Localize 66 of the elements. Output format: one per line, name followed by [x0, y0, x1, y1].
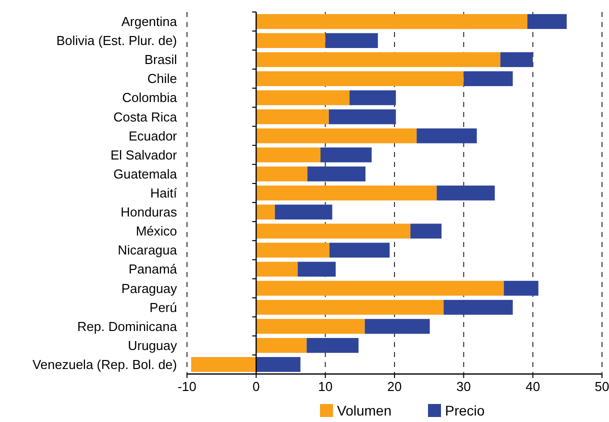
- bar: [256, 204, 275, 220]
- y-tick-label: Ecuador: [128, 128, 178, 144]
- y-tick-label: Guatemala: [113, 166, 178, 182]
- y-tick-label: El Salvador: [110, 147, 178, 162]
- y-tick-label: Uruguay: [128, 338, 178, 353]
- bar: [274, 204, 332, 220]
- bar: [504, 280, 538, 296]
- bar: [256, 166, 308, 182]
- bar: [444, 300, 513, 315]
- y-tick-label: Bolivia (Est. Plur. de): [56, 33, 177, 48]
- bar: [256, 262, 298, 277]
- bar: [256, 357, 300, 372]
- x-tick-label: 10: [318, 379, 333, 394]
- y-tick-label: México: [136, 224, 177, 239]
- bar: [329, 242, 390, 258]
- bar: [256, 33, 326, 48]
- bar: [527, 14, 567, 29]
- bar: [328, 109, 396, 124]
- bar: [464, 71, 513, 86]
- y-tick-label: Perú: [150, 300, 177, 315]
- y-tick-label: Costa Rica: [113, 109, 178, 124]
- bar: [436, 186, 495, 200]
- bar: [320, 147, 372, 162]
- y-tick-label: Rep. Dominicana: [77, 318, 178, 334]
- x-tick-label: 40: [526, 379, 540, 394]
- y-tick-label: Chile: [147, 71, 177, 86]
- bar: [256, 128, 417, 144]
- bar: [256, 338, 307, 353]
- bar: [298, 262, 336, 277]
- x-tick-label: 50: [594, 379, 609, 394]
- y-tick-label: Argentina: [121, 14, 178, 30]
- bar: [256, 147, 320, 162]
- bar: [256, 52, 500, 68]
- x-tick-label: 30: [456, 379, 471, 394]
- bar: [256, 280, 504, 296]
- legend-label: Precio: [445, 402, 485, 418]
- y-tick-label: Paraguay: [121, 280, 178, 296]
- bar: [364, 318, 430, 334]
- bar: [306, 338, 359, 353]
- x-tick-label: 20: [387, 379, 402, 394]
- y-tick-label: Brasil: [144, 52, 178, 68]
- bar: [256, 109, 329, 124]
- y-tick-label: Nicaragua: [118, 242, 178, 258]
- x-tick-label: -10: [178, 379, 196, 394]
- y-tick-label: Panamá: [128, 262, 178, 277]
- bar: [256, 242, 330, 258]
- bar: [256, 71, 464, 86]
- bar: [350, 90, 396, 106]
- y-tick-label: Venezuela (Rep. Bol. de): [32, 356, 177, 372]
- bar: [191, 357, 256, 372]
- bar: [256, 14, 528, 29]
- y-tick-label: Honduras: [120, 204, 178, 220]
- bar: [256, 318, 365, 334]
- legend-label: Volumen: [337, 402, 392, 418]
- bar: [500, 52, 533, 68]
- bar: [256, 300, 444, 315]
- y-tick-label: Colombia: [122, 90, 178, 106]
- bar: [307, 166, 366, 182]
- bar: [256, 224, 410, 239]
- bar: [256, 186, 437, 200]
- bar: [416, 128, 477, 144]
- y-tick-label: Haití: [150, 186, 178, 200]
- bar: [410, 224, 442, 239]
- x-tick-label: 0: [252, 379, 260, 394]
- bar: [256, 90, 350, 106]
- bar: [325, 33, 378, 48]
